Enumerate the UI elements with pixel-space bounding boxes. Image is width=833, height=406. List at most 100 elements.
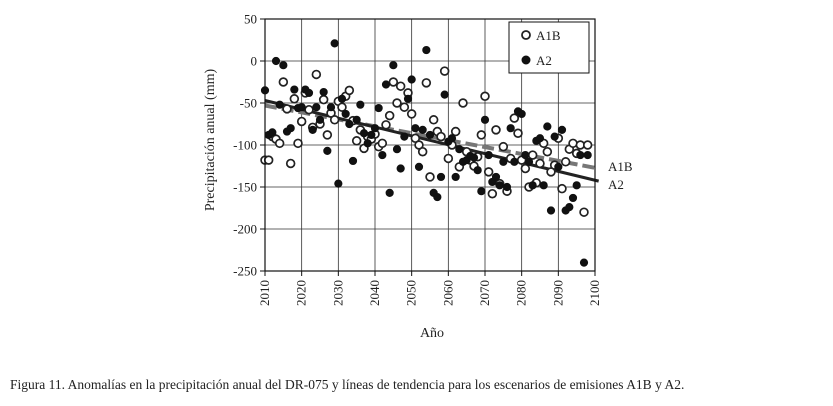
y-tick-label--100: -100 (233, 138, 257, 153)
x-tick-label-2040: 2040 (367, 280, 382, 306)
point-a1b-2055 (425, 172, 435, 182)
point-a1b-2050 (406, 109, 417, 119)
point-a1b-2045 (388, 77, 399, 87)
point-a2-2062 (451, 172, 460, 182)
x-tick-label-2070: 2070 (477, 280, 492, 306)
point-a1b-2027 (322, 130, 333, 140)
y-tick-label--200: -200 (233, 222, 257, 237)
point-a2-2012 (268, 128, 277, 137)
legend-marker-a1b (521, 30, 531, 40)
point-a2-2040 (370, 124, 380, 133)
point-a2-2022 (304, 88, 314, 98)
tick-labels-group: 2010 2020 2030 2040 2050 2060 2070 2080 2090 2100… (233, 12, 602, 307)
legend: A1B A2 (508, 21, 590, 74)
point-a2-2047 (396, 164, 405, 173)
point-a1b-2069 (476, 130, 487, 140)
point-a1b-2011 (263, 155, 274, 165)
legend-box (508, 21, 590, 74)
y-tick-label--50: -50 (240, 96, 257, 111)
point-a1b-2070 (480, 91, 490, 102)
point-a1b-2020 (296, 116, 307, 127)
point-a1b-2047 (395, 81, 406, 91)
point-a2-2028 (326, 103, 336, 112)
point-a1b-2062 (450, 126, 461, 137)
point-a2-2077 (506, 124, 515, 133)
x-tick-label-2010: 2010 (257, 280, 272, 306)
point-a2-2083 (528, 181, 537, 190)
point-a2-2041 (374, 103, 383, 113)
point-a2-2080 (517, 109, 526, 119)
point-a1b-2075 (498, 141, 509, 152)
point-a2-2076 (502, 182, 512, 192)
point-a2-2027 (323, 146, 332, 155)
point-a2-2029 (330, 39, 339, 48)
x-tick-label-2050: 2050 (404, 280, 419, 306)
point-a2-2031 (337, 94, 347, 103)
x-axis-title: Año (420, 326, 444, 341)
point-a1b-2017 (285, 158, 296, 169)
point-a2-2013 (271, 56, 281, 66)
point-a2-2090 (554, 162, 563, 171)
point-a2-2044 (385, 188, 394, 197)
point-a2-2097 (579, 258, 589, 267)
point-a2-2071 (484, 150, 493, 160)
point-a2-2036 (356, 100, 365, 109)
point-a1b-2029 (329, 115, 340, 125)
x-tick-label-2060: 2060 (440, 280, 455, 306)
x-tick-label-2030: 2030 (330, 280, 345, 306)
y-tick-label-50: 50 (244, 12, 257, 27)
point-a1b-2097 (579, 207, 589, 217)
point-a1b-2091 (557, 183, 567, 194)
point-a2-2054 (422, 45, 431, 55)
point-a2-2039 (367, 130, 376, 140)
point-a1b-2048 (399, 102, 410, 112)
point-a1b-2087 (542, 146, 553, 157)
point-a2-2067 (469, 153, 479, 162)
trend-label-a1b: A1B (608, 159, 633, 174)
point-a2-2018 (290, 85, 299, 94)
point-a2-2046 (392, 145, 402, 154)
precipitation-chart: 2010 2020 2030 2040 2050 2060 2070 2080 2090 2100… (203, 12, 633, 342)
point-a2-2055 (425, 130, 435, 140)
point-a1b-2056 (428, 115, 439, 125)
point-a2-2051 (411, 124, 420, 133)
point-a1b-2014 (274, 138, 285, 149)
point-a2-2048 (400, 132, 409, 141)
point-a2-2034 (348, 156, 358, 166)
point-a1b-2031 (337, 102, 347, 112)
point-a2-2030 (334, 179, 343, 188)
point-a1b-2059 (439, 66, 450, 76)
x-tick-label-2020: 2020 (294, 280, 309, 306)
point-a2-2074 (495, 181, 504, 190)
point-a1b-2054 (421, 78, 432, 88)
point-a1b-2043 (381, 120, 391, 130)
point-a2-2061 (447, 134, 457, 143)
point-a1b-2042 (377, 138, 388, 149)
point-a2-2023 (308, 125, 317, 134)
point-a2-2050 (407, 75, 416, 84)
point-a1b-2085 (535, 158, 545, 169)
point-a2-2042 (378, 150, 387, 160)
point-a2-2037 (359, 129, 369, 138)
x-tick-label-2090: 2090 (550, 280, 565, 306)
point-a1b-2098 (582, 140, 593, 150)
point-a1b-2053 (417, 146, 428, 157)
point-a2-2038 (363, 139, 372, 148)
point-a2-2052 (414, 162, 424, 171)
trend-label-a2: A2 (608, 177, 624, 192)
point-a2-2070 (480, 115, 490, 124)
point-a2-2032 (341, 109, 350, 119)
point-a2-2063 (455, 145, 464, 154)
point-a2-2078 (510, 157, 519, 166)
point-a2-2049 (403, 94, 413, 103)
point-a2-2082 (524, 157, 534, 166)
point-a2-2059 (440, 90, 449, 99)
point-a1b-2060 (443, 153, 454, 164)
legend-marker-a2 (521, 55, 531, 65)
legend-label-a2: A2 (536, 53, 552, 68)
point-a1b-2015 (278, 77, 289, 87)
point-a2-2020 (297, 103, 306, 112)
point-a2-2058 (436, 172, 446, 182)
point-a1b-2018 (289, 94, 300, 104)
point-a1b-2092 (560, 157, 571, 167)
